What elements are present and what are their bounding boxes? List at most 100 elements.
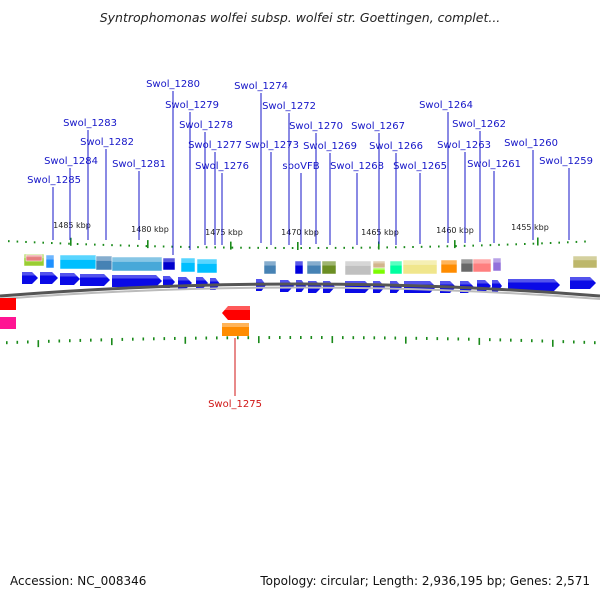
- cog-box: [402, 259, 438, 275]
- inner-tick: [541, 339, 544, 343]
- inner-tick: [184, 336, 187, 344]
- gene-label: Swol_1266: [369, 141, 423, 152]
- major-tick: [147, 240, 149, 249]
- inner-tick: [331, 336, 334, 344]
- outer-tick: [412, 245, 414, 248]
- gene-label: Swol_1260: [504, 138, 558, 149]
- cog-box-gloss: [96, 256, 112, 261]
- arrow-gloss: [196, 277, 206, 281]
- arrow-gloss: [60, 273, 78, 277]
- gene-label: Swol_1284: [44, 156, 98, 167]
- outer-tick: [541, 242, 543, 245]
- outer-tick: [171, 245, 173, 248]
- inner-tick: [153, 337, 155, 341]
- cog-feature-track: [23, 253, 598, 276]
- cog-box: [344, 260, 372, 276]
- inner-tick: [373, 336, 376, 340]
- major-tick: [537, 237, 539, 246]
- outer-tick: [481, 244, 483, 247]
- scale-labels: 1485 kbp 1480 kbp 1475 kbp 1470 kbp 1465 kbp…: [53, 221, 549, 237]
- inner-tick: [520, 338, 523, 342]
- cog-box: [162, 257, 176, 271]
- inner-tick: [310, 336, 313, 340]
- inner-tick: [583, 340, 586, 344]
- outer-tick: [59, 242, 62, 245]
- outer-tick: [429, 245, 431, 248]
- cog-box: [45, 254, 55, 269]
- arrow-gloss: [112, 275, 160, 279]
- outer-tick: [8, 240, 10, 243]
- outer-tick: [223, 246, 225, 249]
- gene-label: Swol_1278: [179, 120, 233, 131]
- inner-tick: [531, 339, 533, 343]
- arrow-gloss: [178, 277, 190, 281]
- cog-box: [440, 259, 458, 274]
- scale-label: 1485 kbp: [53, 221, 91, 230]
- inner-tick: [247, 336, 250, 340]
- inner-tick: [447, 337, 449, 341]
- outer-tick: [240, 246, 242, 249]
- gene-label: Swol_1280: [146, 79, 200, 90]
- gene-label: Swol_1275: [208, 399, 262, 410]
- cog-box-gloss: [473, 259, 491, 264]
- inner-tick: [499, 338, 502, 342]
- forward-gene-arrow: [80, 274, 110, 286]
- accession-text: Accession: NC_008346: [10, 574, 147, 588]
- gene-label: Swol_1281: [112, 159, 166, 170]
- inner-tick: [48, 339, 50, 343]
- inner-tick: [478, 337, 481, 345]
- outer-tick: [446, 245, 449, 248]
- outer-tick: [266, 246, 268, 249]
- outer-tick: [85, 243, 87, 246]
- outer-tick: [567, 241, 569, 244]
- cog-box-gloss: [573, 256, 597, 261]
- inner-tick: [489, 338, 491, 342]
- inner-tick: [405, 336, 407, 344]
- gene-label: Swol_1269: [303, 141, 357, 152]
- inner-tick: [384, 336, 386, 340]
- inner-tick: [6, 341, 8, 345]
- cog-box: [294, 260, 304, 275]
- cog-box: [263, 260, 277, 275]
- gene-label: Swol_1270: [289, 121, 343, 132]
- arrow-gloss: [460, 281, 472, 285]
- scale-label: 1475 kbp: [205, 228, 243, 237]
- scale-label: 1460 kbp: [436, 226, 474, 235]
- inner-tick: [226, 336, 229, 340]
- cog-box: [25, 254, 43, 262]
- outer-tick: [25, 240, 27, 243]
- arrow-gloss: [256, 279, 265, 283]
- inner-tick: [394, 336, 397, 340]
- cog-box: [180, 257, 196, 273]
- outer-tick: [334, 246, 337, 249]
- outer-tick: [584, 240, 586, 243]
- cog-box-gloss: [441, 260, 457, 265]
- major-tick: [378, 241, 380, 250]
- gene-label: Swol_1273: [245, 140, 299, 151]
- forward-gene-arrow: [112, 275, 162, 287]
- inner-tick: [426, 336, 428, 340]
- inner-tick: [111, 338, 113, 346]
- outer-tick: [283, 246, 285, 249]
- inner-tick: [300, 336, 302, 339]
- inner-tick: [195, 336, 197, 340]
- major-tick: [230, 241, 232, 250]
- inner-tick: [205, 336, 208, 340]
- outer-tick: [532, 242, 535, 245]
- outer-tick: [455, 245, 457, 248]
- major-tick: [70, 237, 72, 246]
- cog-box: [111, 256, 163, 272]
- outer-tick: [515, 243, 517, 246]
- cog-box: [196, 258, 218, 274]
- outer-tick: [420, 245, 423, 248]
- cog-box-gloss: [373, 268, 385, 271]
- outer-tick: [352, 246, 354, 249]
- outer-tick: [386, 246, 388, 249]
- gene-label: Swol_1259: [539, 156, 593, 167]
- forward-gene-arrow: [22, 272, 38, 284]
- genome-summary-text: Topology: circular; Length: 2,936,195 bp…: [260, 574, 590, 588]
- outer-tick: [489, 244, 492, 247]
- outer-tick: [309, 246, 311, 249]
